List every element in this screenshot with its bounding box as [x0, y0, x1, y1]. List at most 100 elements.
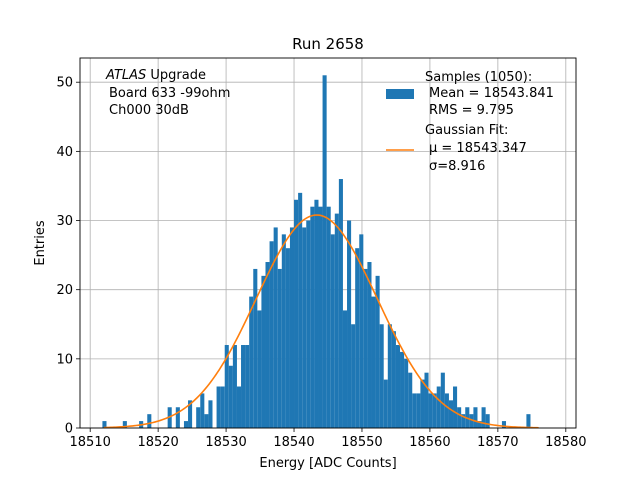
x-tick-label: 18560 — [409, 435, 450, 450]
histogram-bar — [432, 393, 437, 428]
histogram-bar — [220, 386, 225, 428]
histogram-bar — [436, 386, 441, 428]
histogram-bar — [314, 199, 319, 428]
atlas-label: ATLAS Upgrade — [105, 68, 206, 83]
histogram-bar — [347, 220, 352, 428]
histogram-bar — [416, 393, 421, 428]
histogram-bar — [379, 324, 384, 428]
histogram-bar — [236, 386, 242, 428]
legend-bars-swatch — [386, 89, 414, 99]
histogram-bar — [281, 234, 286, 428]
legend-fit-mu: μ = 18543.347 — [429, 141, 527, 156]
histogram-bar — [371, 296, 376, 428]
y-tick-label: 20 — [56, 283, 73, 298]
histogram-bar — [391, 331, 396, 428]
histogram-bar — [196, 407, 201, 428]
histogram-bar — [408, 372, 413, 428]
histogram-bar — [420, 379, 425, 428]
x-tick-label: 18550 — [341, 435, 382, 450]
histogram-bar — [306, 220, 311, 428]
histogram-bar — [175, 407, 180, 428]
histogram-bar — [273, 227, 278, 428]
histogram-bar — [208, 400, 213, 428]
histogram-bar — [424, 372, 429, 428]
histogram-bar — [367, 262, 372, 428]
x-tick-label: 18580 — [545, 435, 586, 450]
legend-fit-sigma: σ=8.916 — [429, 159, 485, 174]
gaussian-fit — [103, 214, 539, 429]
x-tick-label: 18520 — [137, 435, 178, 450]
histogram-bar — [228, 365, 233, 428]
histogram-bar — [204, 414, 209, 428]
histogram-bar — [428, 393, 433, 428]
histogram-bar — [245, 345, 250, 428]
y-tick-label: 50 — [56, 76, 73, 91]
histogram-bar — [338, 179, 343, 428]
histogram-bars — [102, 75, 531, 428]
histogram-bar — [334, 213, 339, 428]
histogram-bar — [188, 400, 193, 428]
histogram-bar — [359, 234, 364, 428]
histogram-bar — [457, 407, 462, 428]
histogram-bar — [363, 268, 368, 428]
histogram-bar — [302, 227, 307, 428]
histogram-bar — [285, 248, 290, 428]
histogram-bar — [351, 324, 356, 428]
histogram-bar — [216, 386, 221, 428]
histogram-bar — [277, 268, 282, 428]
histogram-bar — [330, 234, 335, 428]
histogram-bar — [326, 206, 331, 428]
axis-ticks: 18510 18520 18530 18540 18550 18560 18570 18580… — [56, 76, 586, 450]
x-tick-label: 18530 — [205, 435, 246, 450]
x-tick-label: 18570 — [477, 435, 518, 450]
histogram-bar — [147, 414, 152, 428]
histogram-bar — [249, 296, 254, 428]
histogram-bar — [440, 372, 445, 428]
histogram-bar — [102, 421, 107, 428]
histogram-bar — [183, 421, 189, 428]
histogram-bar — [412, 393, 417, 428]
x-tick-label: 18510 — [70, 435, 111, 450]
histogram-bar — [355, 248, 360, 428]
histogram-bar — [342, 310, 348, 428]
x-axis-label: Energy [ADC Counts] — [259, 456, 396, 471]
y-tick-label: 30 — [56, 214, 73, 229]
histogram-bar — [232, 345, 237, 428]
histogram-bar — [294, 199, 299, 428]
legend-fit-label: Gaussian Fit: — [425, 123, 508, 138]
histogram-bar — [253, 268, 258, 428]
histogram-bar — [322, 75, 327, 428]
histogram-bar — [289, 227, 295, 428]
legend-samples-label: Samples (1050): — [425, 70, 532, 85]
histogram-bar — [375, 275, 380, 428]
channel-label: Ch000 30dB — [109, 103, 189, 118]
plot-area-frame — [79, 57, 577, 429]
histogram-bar — [448, 400, 454, 428]
histogram-bar — [224, 345, 229, 428]
histogram-bar — [473, 407, 478, 428]
histogram-bar — [453, 386, 458, 428]
histogram-bar — [404, 358, 409, 428]
histogram-bar — [485, 414, 490, 428]
y-tick-label: 10 — [56, 352, 73, 367]
histogram-bar — [469, 414, 474, 428]
histogram-bar — [526, 414, 531, 428]
x-tick-label: 18540 — [273, 435, 314, 450]
histogram-bar — [501, 421, 507, 428]
histogram-bar — [261, 275, 266, 428]
histogram-bar — [241, 345, 246, 428]
histogram-bar — [257, 310, 262, 428]
atlas-label-rest: Upgrade — [146, 68, 206, 83]
legend-samples-rms: RMS = 9.795 — [429, 103, 514, 118]
histogram-bar — [395, 345, 401, 428]
histogram-bar — [387, 324, 392, 428]
y-tick-label: 40 — [56, 145, 73, 160]
histogram-bar — [383, 379, 388, 428]
histogram-bar — [318, 206, 323, 428]
histogram-bar — [461, 414, 466, 428]
histogram-bar — [265, 262, 270, 428]
legend: Samples (1050): Mean = 18543.841 RMS = 9… — [386, 70, 554, 174]
y-tick-label: 0 — [65, 422, 73, 437]
histogram-bar — [310, 206, 315, 428]
